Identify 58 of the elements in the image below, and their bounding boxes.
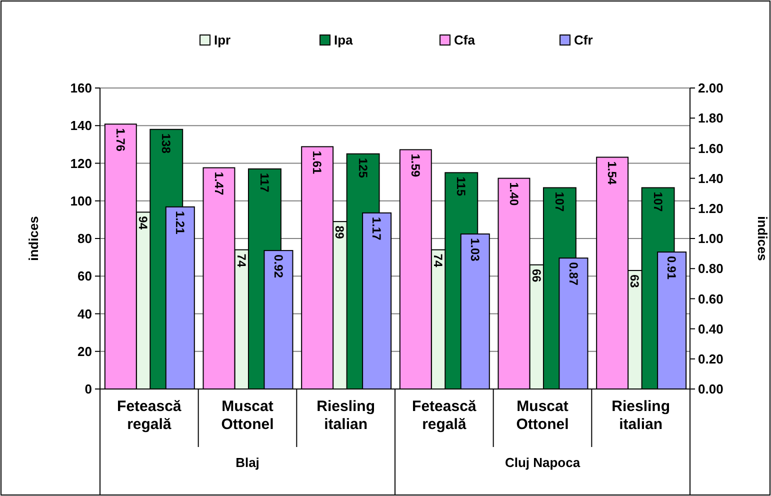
data-label: 1.59 [408,154,422,178]
y2-axis-title: indices [755,216,770,261]
data-label: 74 [431,254,446,268]
x-tick-label: Fetească regală [117,398,182,433]
legend-label: Ipr [214,32,231,48]
y-tick-label: 80 [78,231,92,246]
y-tick-label: 20 [78,344,92,359]
data-label: 0.92 [271,254,286,278]
data-label: 107 [650,192,665,212]
data-label: 89 [332,226,347,240]
y-tick-label: 100 [70,193,92,208]
y2-tick-label: 1.80 [698,110,724,126]
text: Cluj Napoca [504,455,581,470]
legend-label: Cfa [454,32,476,48]
data-label: 1.17 [370,216,384,241]
data-label: 138 [159,133,174,154]
data-label: 74 [234,254,248,268]
data-label: 117 [258,172,272,193]
y-tick-label: 120 [70,156,92,171]
data-label: 1.76 [113,128,128,152]
data-label: 0.91 [664,256,679,280]
data-label: 125 [356,158,370,178]
data-label: 94 [136,216,150,230]
x-tick-label: Fetească regală [412,398,477,433]
y2-tick-label: 2.00 [698,80,724,96]
y2-tick-label: 0.80 [698,261,724,276]
y-tick-label: 0 [84,382,92,397]
y-tick-label: 40 [78,306,92,322]
y2-tick-label: 1.00 [698,231,724,246]
x-tick-label: Riesling italian [612,398,670,433]
data-label: 1.54 [605,161,620,185]
data-label: 1.47 [212,172,226,196]
data-label: 1.40 [506,182,521,206]
y-tick-label: 140 [70,118,92,134]
x-tick-label: Riesling italian [316,398,376,433]
legend-label: Cfr [574,32,593,48]
y2-tick-label: 0.00 [698,382,724,397]
y2-tick-label: 0.60 [698,291,724,306]
x-tick-label: Muscat Ottonel [516,398,569,433]
legend-label: Ipa [334,32,354,48]
data-label: 0.87 [566,262,580,286]
y2-tick-label: 0.40 [698,321,724,336]
data-label: 63 [628,274,642,288]
y-tick-label: 60 [78,268,92,284]
y2-tick-label: 1.60 [698,140,724,156]
y2-tick-label: 0.20 [698,351,724,366]
data-label: 107 [552,192,567,212]
data-label: 1.03 [468,238,482,262]
data-label: 1.21 [172,210,187,235]
text: Blaj [236,455,260,470]
y2-tick-label: 1.40 [698,170,724,186]
y2-tick-label: 1.20 [698,200,724,216]
data-label: 1.61 [310,150,324,174]
y-axis-title: indices [26,216,41,261]
data-label: 66 [529,268,544,283]
y-tick-label: 160 [70,80,92,96]
x-tick-label: Muscat Ottonel [221,398,274,433]
data-label: 115 [454,176,468,196]
